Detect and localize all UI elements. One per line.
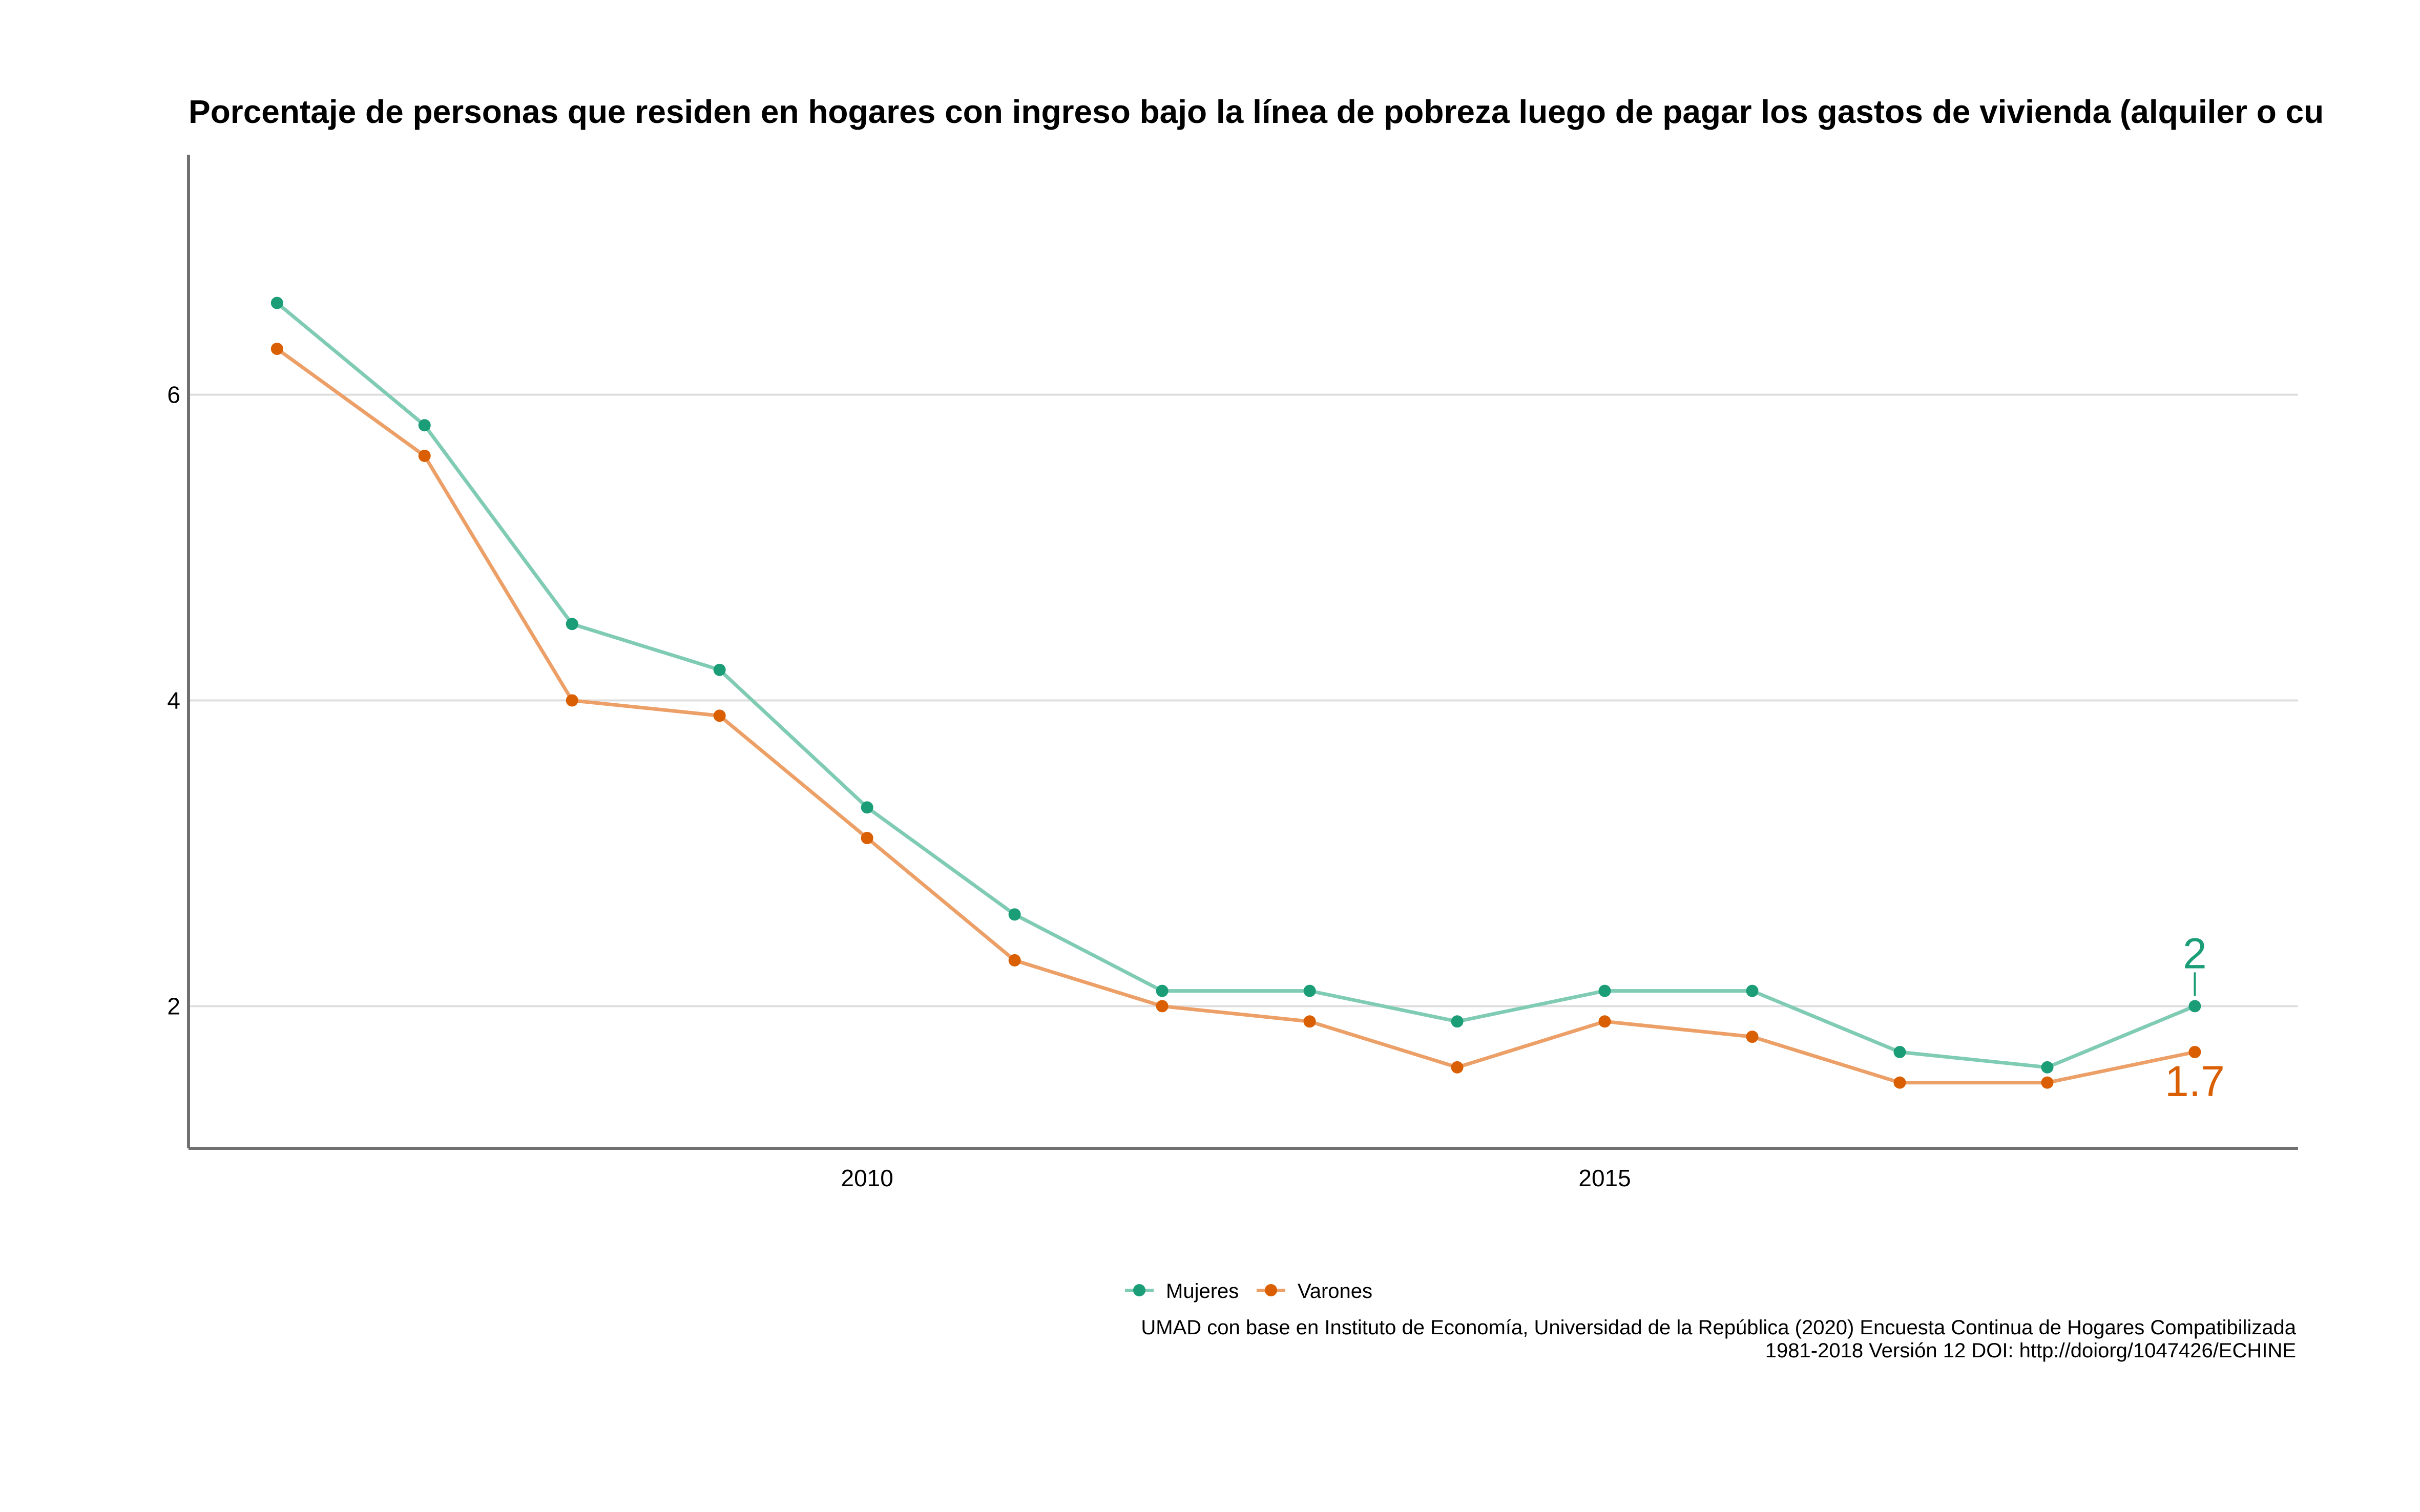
series-line-varones xyxy=(275,347,2197,1085)
legend-key-mujeres-point xyxy=(1133,1284,1145,1296)
series-points xyxy=(270,297,2201,1089)
y-tick-label: 4 xyxy=(167,687,180,714)
data-point-varones xyxy=(270,343,283,355)
data-point-varones xyxy=(2041,1076,2054,1089)
chart-caption: UMAD con base en Instituto de Economía, … xyxy=(1141,1316,2296,1362)
data-point-mujeres xyxy=(2041,1061,2054,1074)
data-point-varones xyxy=(861,832,873,845)
data-point-mujeres xyxy=(270,297,283,309)
y-tick-label: 2 xyxy=(167,993,180,1019)
data-point-mujeres xyxy=(1303,984,1316,997)
data-point-mujeres xyxy=(713,663,726,676)
series-lines xyxy=(275,301,2197,1085)
data-point-mujeres xyxy=(2188,1000,2201,1013)
legend-item-mujeres: Mujeres xyxy=(1125,1280,1239,1303)
gridlines xyxy=(189,393,2298,1007)
data-point-mujeres xyxy=(1008,908,1021,921)
x-tick-label: 2015 xyxy=(1578,1165,1631,1191)
end-label-mujeres: 2 xyxy=(2183,929,2207,977)
legend-label-mujeres: Mujeres xyxy=(1166,1280,1239,1303)
data-point-mujeres xyxy=(1451,1015,1464,1028)
data-point-varones xyxy=(2188,1045,2201,1058)
data-point-mujeres xyxy=(566,618,578,631)
data-point-varones xyxy=(1008,954,1021,967)
data-point-mujeres xyxy=(1598,984,1611,997)
legend-item-varones: Varones xyxy=(1257,1280,1372,1303)
data-point-mujeres xyxy=(1156,984,1169,997)
x-tick-label: 2010 xyxy=(841,1165,893,1191)
end-labels: 21.7 xyxy=(2165,929,2225,1105)
data-point-varones xyxy=(1303,1015,1316,1028)
legend-label-varones: Varones xyxy=(1298,1280,1372,1303)
caption-line-1: UMAD con base en Instituto de Economía, … xyxy=(1141,1316,2296,1339)
data-point-varones xyxy=(713,709,726,722)
data-point-mujeres xyxy=(1893,1045,1906,1058)
end-label-varones: 1.7 xyxy=(2165,1057,2225,1105)
data-point-mujeres xyxy=(1746,984,1759,997)
data-point-varones xyxy=(418,449,431,462)
data-point-varones xyxy=(566,694,578,707)
data-point-varones xyxy=(1156,1000,1169,1013)
data-point-mujeres xyxy=(861,801,873,814)
data-point-varones xyxy=(1451,1061,1464,1074)
data-point-varones xyxy=(1598,1015,1611,1028)
y-axis-ticks: 2 4 6 xyxy=(167,382,180,1020)
chart-title: Porcentaje de personas que residen en ho… xyxy=(189,93,2324,130)
data-point-varones xyxy=(1746,1031,1759,1043)
caption-line-2: 1981-2018 Versión 12 DOI: http://doiorg/… xyxy=(1765,1339,2296,1362)
x-axis-ticks: 2010 2015 xyxy=(841,1165,1631,1191)
legend: Mujeres Varones xyxy=(1125,1280,1372,1303)
legend-key-varones-point xyxy=(1265,1284,1277,1296)
y-tick-label: 6 xyxy=(167,382,180,408)
series-line-mujeres xyxy=(275,301,2197,1069)
data-point-varones xyxy=(1893,1076,1906,1089)
data-point-mujeres xyxy=(418,419,431,432)
